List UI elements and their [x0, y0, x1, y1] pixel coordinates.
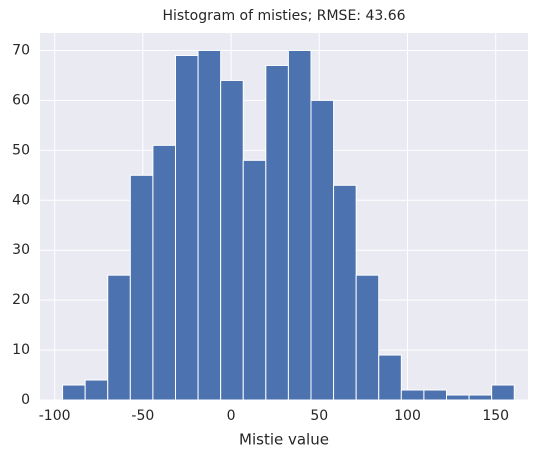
- x-tick-label: 50: [310, 408, 328, 424]
- bar: [423, 389, 447, 401]
- bar: [355, 274, 380, 401]
- bar: [152, 144, 176, 401]
- bar: [197, 49, 222, 401]
- y-tick-label: 40: [12, 192, 30, 208]
- chart-title: Histogram of misties; RMSE: 43.66: [162, 8, 405, 24]
- y-tick-label: 30: [12, 242, 30, 258]
- bar: [310, 99, 335, 401]
- x-tick-label: -50: [131, 408, 154, 424]
- bars: [62, 49, 515, 401]
- x-axis-label: Mistie value: [239, 431, 329, 449]
- bar: [242, 159, 267, 401]
- bar: [107, 274, 131, 401]
- bar: [220, 79, 244, 401]
- y-tick-label: 50: [12, 142, 30, 158]
- bar: [265, 64, 289, 401]
- bar: [333, 184, 357, 401]
- x-tick-label: 150: [482, 408, 509, 424]
- y-tick-label: 0: [21, 392, 30, 408]
- bar: [378, 354, 402, 401]
- x-tick-label: 0: [227, 408, 236, 424]
- bar: [491, 384, 515, 401]
- bar: [445, 394, 470, 401]
- y-tick-label: 20: [12, 292, 30, 308]
- bar: [174, 54, 199, 401]
- bar: [468, 394, 493, 401]
- y-tick-label: 60: [12, 92, 30, 108]
- y-tick-label: 10: [12, 342, 30, 358]
- bar: [287, 49, 312, 401]
- bar: [400, 389, 425, 401]
- bar: [84, 379, 109, 401]
- y-tick-label: 70: [12, 42, 30, 58]
- x-tick-label: 100: [394, 408, 421, 424]
- bar: [129, 174, 154, 401]
- x-tick-label: -100: [39, 408, 71, 424]
- bar: [62, 384, 86, 401]
